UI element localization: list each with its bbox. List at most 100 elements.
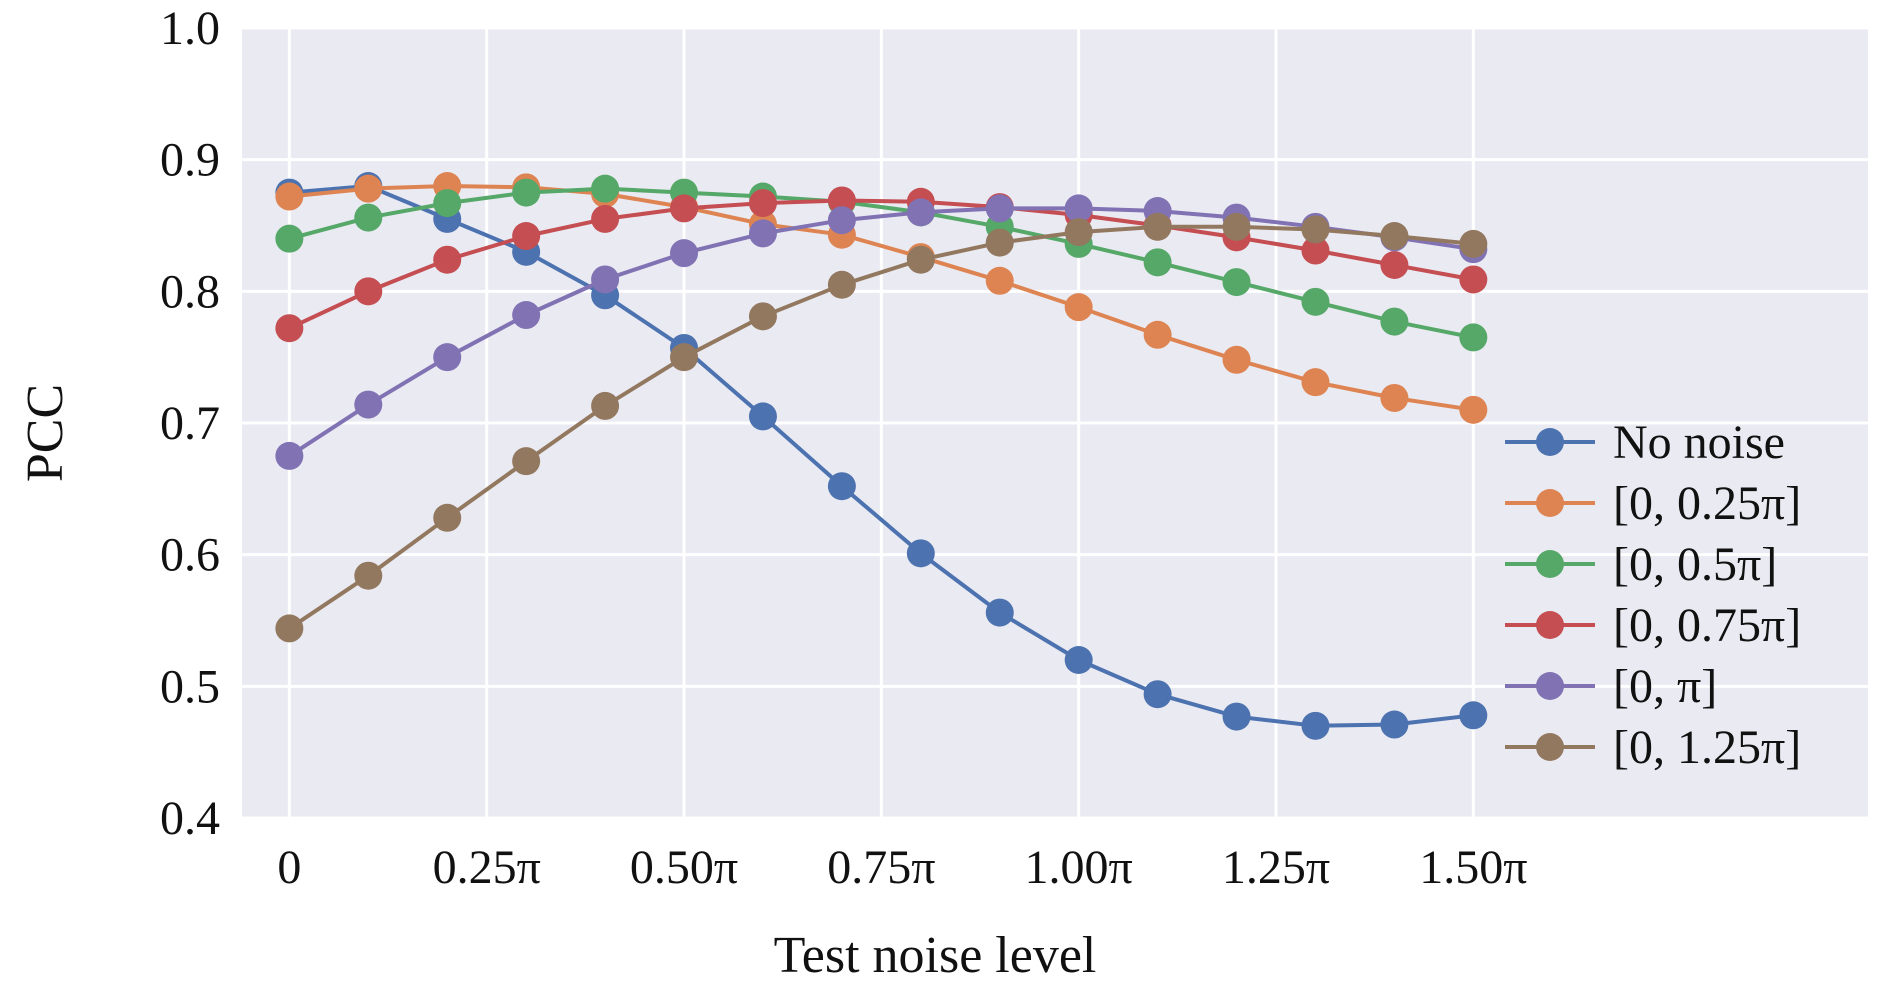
data-point: [512, 178, 541, 207]
x-axis-ticks: 0 0.25π 0.50π 0.75π 1.00π 1.25π 1.50π: [277, 841, 1527, 894]
data-point: [985, 266, 1014, 295]
legend-label: [0, 0.5π]: [1613, 538, 1777, 591]
data-point: [1064, 293, 1093, 322]
legend-marker: [1536, 428, 1564, 456]
data-point: [1064, 218, 1093, 247]
data-point: [433, 503, 462, 532]
x-tick-label: 0.25π: [433, 841, 541, 894]
legend: No noise [0, 0.25π] [0, 0.5π] [0, 0.75π] [0,…: [1505, 416, 1801, 774]
legend-entry: [0, π]: [1505, 660, 1717, 713]
data-point: [1143, 320, 1172, 349]
data-point: [1222, 345, 1251, 374]
data-point: [512, 301, 541, 330]
series-line: [288, 198, 1474, 331]
series-line: [288, 206, 1474, 458]
data-point: [748, 302, 777, 331]
legend-entry: [0, 0.75π]: [1505, 599, 1801, 652]
data-point: [1459, 323, 1488, 352]
y-tick-label: 0.7: [160, 397, 220, 450]
x-tick-label: 0.75π: [827, 841, 935, 894]
y-tick-label: 0.5: [160, 660, 220, 713]
data-point: [1143, 212, 1172, 241]
series-line: [288, 224, 1474, 631]
data-point: [433, 245, 462, 274]
data-point: [670, 343, 699, 372]
y-tick-label: 0.6: [160, 529, 220, 582]
legend-label: No noise: [1613, 416, 1785, 469]
data-point: [906, 245, 935, 274]
data-point: [1459, 229, 1488, 258]
data-point: [1301, 368, 1330, 397]
legend-entry: [0, 0.25π]: [1505, 477, 1801, 530]
legend-entry: [0, 0.5π]: [1505, 538, 1777, 591]
y-tick-label: 0.4: [160, 792, 220, 845]
data-point: [1301, 287, 1330, 316]
data-point: [1459, 265, 1488, 294]
x-tick-label: 0: [277, 841, 301, 894]
x-tick-label: 1.25π: [1222, 841, 1330, 894]
x-tick-label: 1.50π: [1419, 841, 1527, 894]
data-point: [985, 194, 1014, 223]
data-point: [1301, 215, 1330, 244]
data-point: [512, 222, 541, 251]
data-point: [1459, 701, 1488, 730]
series-line: [288, 186, 1474, 340]
data-point: [591, 265, 620, 294]
data-point: [433, 343, 462, 372]
data-point: [275, 441, 304, 470]
data-point: [670, 239, 699, 268]
y-axis-label: PCC: [17, 384, 74, 482]
data-point: [1064, 646, 1093, 674]
series-line: [289, 184, 1474, 728]
data-point: [906, 539, 935, 568]
legend-marker: [1536, 611, 1564, 639]
data-point: [1301, 711, 1330, 740]
data-point: [1380, 307, 1409, 336]
data-point: [670, 194, 699, 223]
data-point: [275, 182, 304, 211]
data-point: [354, 390, 383, 419]
legend-entry: [0, 1.25π]: [1505, 721, 1801, 774]
data-point: [827, 472, 856, 501]
data-point: [354, 277, 383, 306]
legend-marker: [1536, 733, 1564, 761]
legend-marker: [1536, 489, 1564, 517]
data-point: [275, 314, 304, 343]
data-point: [1301, 236, 1330, 265]
data-point: [1380, 383, 1409, 412]
data-point: [1380, 222, 1409, 251]
grid-lines: [242, 26, 1868, 820]
data-point: [1459, 395, 1488, 424]
data-point: [275, 614, 304, 643]
y-tick-label: 1.0: [160, 2, 220, 55]
data-point: [354, 203, 383, 232]
data-point: [591, 391, 620, 420]
data-point: [827, 270, 856, 299]
data-point: [1222, 212, 1251, 241]
data-point: [748, 189, 777, 218]
data-point: [512, 447, 541, 476]
series-5: [275, 212, 1488, 643]
data-point: [1143, 680, 1172, 709]
data-point: [1380, 710, 1409, 739]
y-axis-ticks: 0.4 0.5 0.6 0.7 0.8 0.9 1.0: [160, 2, 220, 845]
data-point: [1064, 194, 1093, 223]
data-point: [827, 186, 856, 215]
legend-entry: No noise: [1505, 416, 1785, 469]
series-line: [289, 184, 1474, 412]
data-point: [591, 204, 620, 233]
data-point: [748, 219, 777, 248]
data-point: [433, 189, 462, 218]
data-point: [1143, 248, 1172, 277]
data-point: [1380, 251, 1409, 279]
x-tick-label: 0.50π: [630, 841, 738, 894]
y-tick-label: 0.9: [160, 134, 220, 187]
data-point: [748, 402, 777, 431]
series-layer: [275, 172, 1488, 740]
legend-label: [0, 1.25π]: [1613, 721, 1801, 774]
data-point: [354, 561, 383, 590]
data-point: [275, 224, 304, 253]
data-point: [1222, 702, 1251, 731]
data-point: [1222, 268, 1251, 297]
x-tick-label: 1.00π: [1025, 841, 1133, 894]
